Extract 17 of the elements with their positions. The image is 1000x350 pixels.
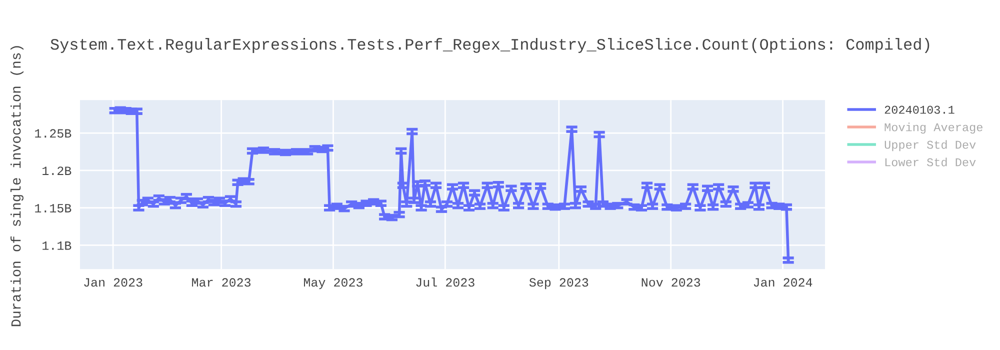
x-tick-label: Mar 2023 [192,278,250,287]
chart-title: System.Text.RegularExpressions.Tests.Perf_Regex_Industry_SliceSlice.Count(Options: Compiled) [50,38,930,53]
x-tick-label: Nov 2023 [642,278,700,287]
y-tick-label: 1.25B [35,129,72,138]
y-tick-label: 1.1B [42,242,72,250]
y-tick-label: 1.2B [42,166,72,175]
y-tick-label: 1.15B [35,204,72,212]
y-axis-title: Duration of single invocation (ns) [10,46,24,326]
legend-label: Upper Std Dev [884,140,976,152]
x-tick-label: Jan 2024 [754,278,812,287]
legend-label: Lower Std Dev [885,158,976,166]
x-tick-label: May 2023 [304,278,362,290]
x-tick-label: Jul 2023 [416,277,474,287]
legend-label: 20240103.1 [884,106,954,114]
x-tick-label: Sep 2023 [529,278,588,290]
x-tick-label: Jan 2023 [84,278,142,287]
legend-label: Moving Average [884,122,982,134]
